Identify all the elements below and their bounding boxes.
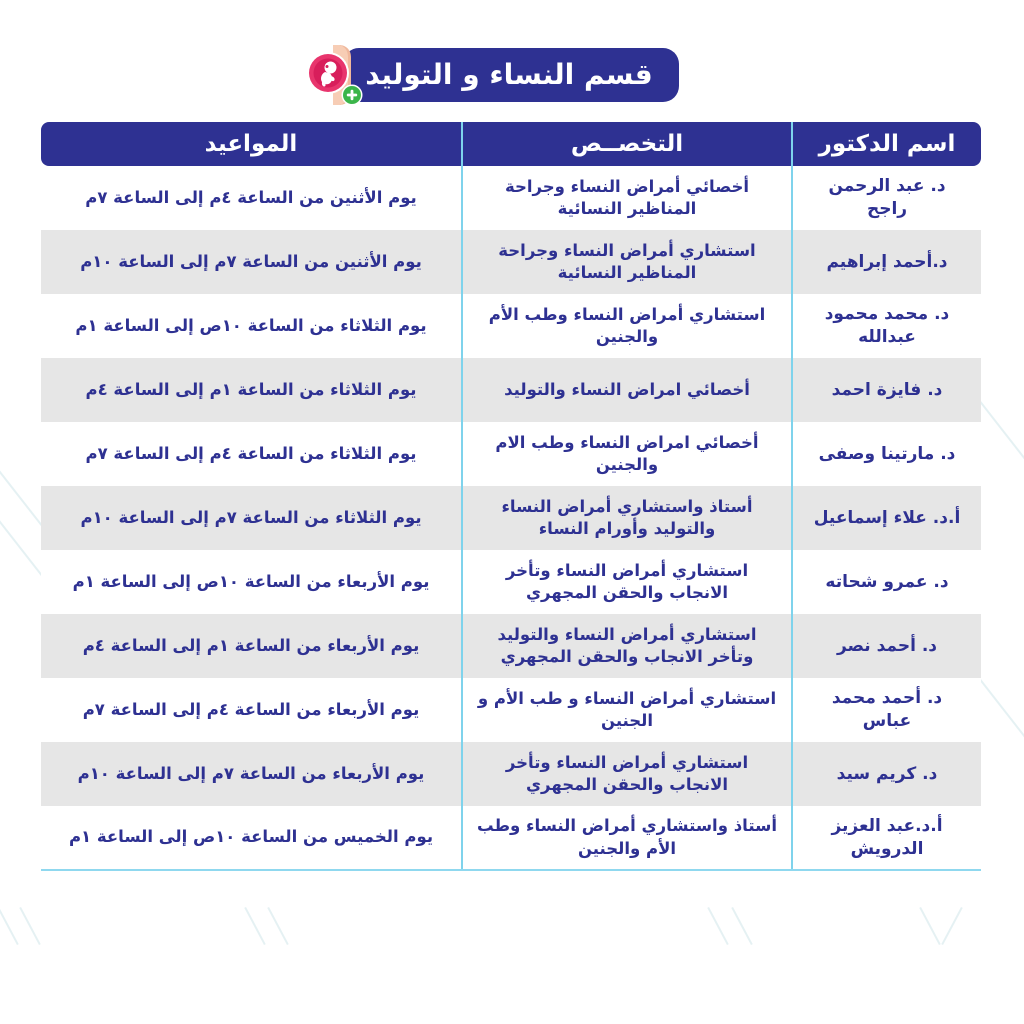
table-row: د. فايزة احمد أخصائي امراض النساء والتولي…	[42, 358, 982, 422]
decorative-diagonal-stroke	[920, 906, 942, 946]
table-body: د. عبد الرحمن راجح أخصائي أمراض النساء وج…	[42, 166, 982, 871]
specialty-cell: أستاذ واستشاري أمراض النساء والتوليد وأو…	[463, 486, 794, 550]
appointment-times-cell: يوم الثلاثاء من الساعة ١٠ص إلى الساعة ١م	[42, 294, 464, 358]
appointment-times-cell: يوم الأربعاء من الساعة ١م إلى الساعة ٤م	[42, 614, 464, 678]
doctor-name-cell: د. محمد محمود عبدالله	[793, 294, 982, 358]
schedule-table-container: اسم الدكتور التخصــص المواعيد د. عبد الر…	[42, 122, 982, 871]
table-row: د. أحمد محمد عباس استشاري أمراض النساء و …	[42, 678, 982, 742]
specialty-cell: استشاري أمراض النساء وتأخر الانجاب والحق…	[463, 742, 794, 806]
specialty-cell: استشاري أمراض النساء وتأخر الانجاب والحق…	[463, 550, 794, 614]
appointment-times-cell: يوم الأثنين من الساعة ٤م إلى الساعة ٧م	[42, 166, 464, 230]
specialty-cell: استشاري أمراض النساء والتوليد وتأخر الان…	[463, 614, 794, 678]
title-pill: قسم النساء و التوليد	[308, 45, 680, 106]
specialty-cell: أخصائي امراض النساء والتوليد	[463, 358, 794, 422]
doctor-name-cell: د. فايزة احمد	[793, 358, 982, 422]
table-row: د. عبد الرحمن راجح أخصائي أمراض النساء وج…	[42, 166, 982, 230]
table-row: د. عمرو شحاته استشاري أمراض النساء وتأخر …	[42, 550, 982, 614]
appointment-times-cell: يوم الأربعاء من الساعة ٤م إلى الساعة ٧م	[42, 678, 464, 742]
specialty-cell: أستاذ واستشاري أمراض النساء وطب الأم وال…	[463, 806, 794, 871]
table-row: د. أحمد نصر استشاري أمراض النساء والتوليد…	[42, 614, 982, 678]
specialty-cell: أخصائي أمراض النساء وجراحة المناظير النس…	[463, 166, 794, 230]
page-title: قسم النساء و التوليد	[366, 58, 654, 91]
appointment-times-cell: يوم الثلاثاء من الساعة ٧م إلى الساعة ١٠م	[42, 486, 464, 550]
page-title-bar: قسم النساء و التوليد	[0, 44, 1024, 106]
specialty-cell: أخصائي امراض النساء وطب الام والجنين	[463, 422, 794, 486]
table-header: اسم الدكتور التخصــص المواعيد	[42, 122, 982, 166]
decorative-diagonal-stroke	[0, 906, 20, 946]
table-header-row: اسم الدكتور التخصــص المواعيد	[42, 122, 982, 166]
doctor-name-cell: د. كريم سيد	[793, 742, 982, 806]
doctor-name-cell: د. أحمد محمد عباس	[793, 678, 982, 742]
specialty-cell: استشاري أمراض النساء و طب الأم و الجنين	[463, 678, 794, 742]
table-row: د.أحمد إبراهيم استشاري أمراض النساء وجراح…	[42, 230, 982, 294]
table-row: د. كريم سيد استشاري أمراض النساء وتأخر ال…	[42, 742, 982, 806]
decorative-diagonal-stroke	[268, 906, 290, 946]
doctor-name-cell: أ.د. علاء إسماعيل	[793, 486, 982, 550]
doctor-name-cell: د. أحمد نصر	[793, 614, 982, 678]
decorative-diagonal-stroke	[732, 906, 754, 946]
table-row: أ.د.عبد العزيز الدرويش أستاذ واستشاري أمر…	[42, 806, 982, 871]
column-header-doctor-name: اسم الدكتور	[793, 122, 982, 166]
decorative-diagonal-stroke	[20, 906, 42, 946]
pregnancy-fetus-icon	[304, 43, 366, 107]
appointment-times-cell: يوم الخميس من الساعة ١٠ص إلى الساعة ١م	[42, 806, 464, 871]
decorative-diagonal-stroke	[245, 906, 267, 946]
appointment-times-cell: يوم الثلاثاء من الساعة ٤م إلى الساعة ٧م	[42, 422, 464, 486]
specialty-cell: استشاري أمراض النساء وطب الأم والجنين	[463, 294, 794, 358]
specialty-cell: استشاري أمراض النساء وجراحة المناظير الن…	[463, 230, 794, 294]
doctor-name-cell: د. عبد الرحمن راجح	[793, 166, 982, 230]
doctors-schedule-table: اسم الدكتور التخصــص المواعيد د. عبد الر…	[42, 122, 982, 871]
doctor-name-cell: د.أحمد إبراهيم	[793, 230, 982, 294]
doctor-name-cell: د. مارتينا وصفى	[793, 422, 982, 486]
column-header-appointments: المواعيد	[42, 122, 464, 166]
table-row: د. محمد محمود عبدالله استشاري أمراض النسا…	[42, 294, 982, 358]
decorative-diagonal-stroke	[708, 906, 730, 946]
column-header-specialty: التخصــص	[463, 122, 794, 166]
appointment-times-cell: يوم الأثنين من الساعة ٧م إلى الساعة ١٠م	[42, 230, 464, 294]
table-row: أ.د. علاء إسماعيل أستاذ واستشاري أمراض ال…	[42, 486, 982, 550]
doctor-name-cell: أ.د.عبد العزيز الدرويش	[793, 806, 982, 871]
appointment-times-cell: يوم الأربعاء من الساعة ٧م إلى الساعة ١٠م	[42, 742, 464, 806]
table-row: د. مارتينا وصفى أخصائي امراض النساء وطب ا…	[42, 422, 982, 486]
appointment-times-cell: يوم الثلاثاء من الساعة ١م إلى الساعة ٤م	[42, 358, 464, 422]
appointment-times-cell: يوم الأربعاء من الساعة ١٠ص إلى الساعة ١م	[42, 550, 464, 614]
decorative-diagonal-stroke	[942, 906, 964, 946]
doctor-name-cell: د. عمرو شحاته	[793, 550, 982, 614]
